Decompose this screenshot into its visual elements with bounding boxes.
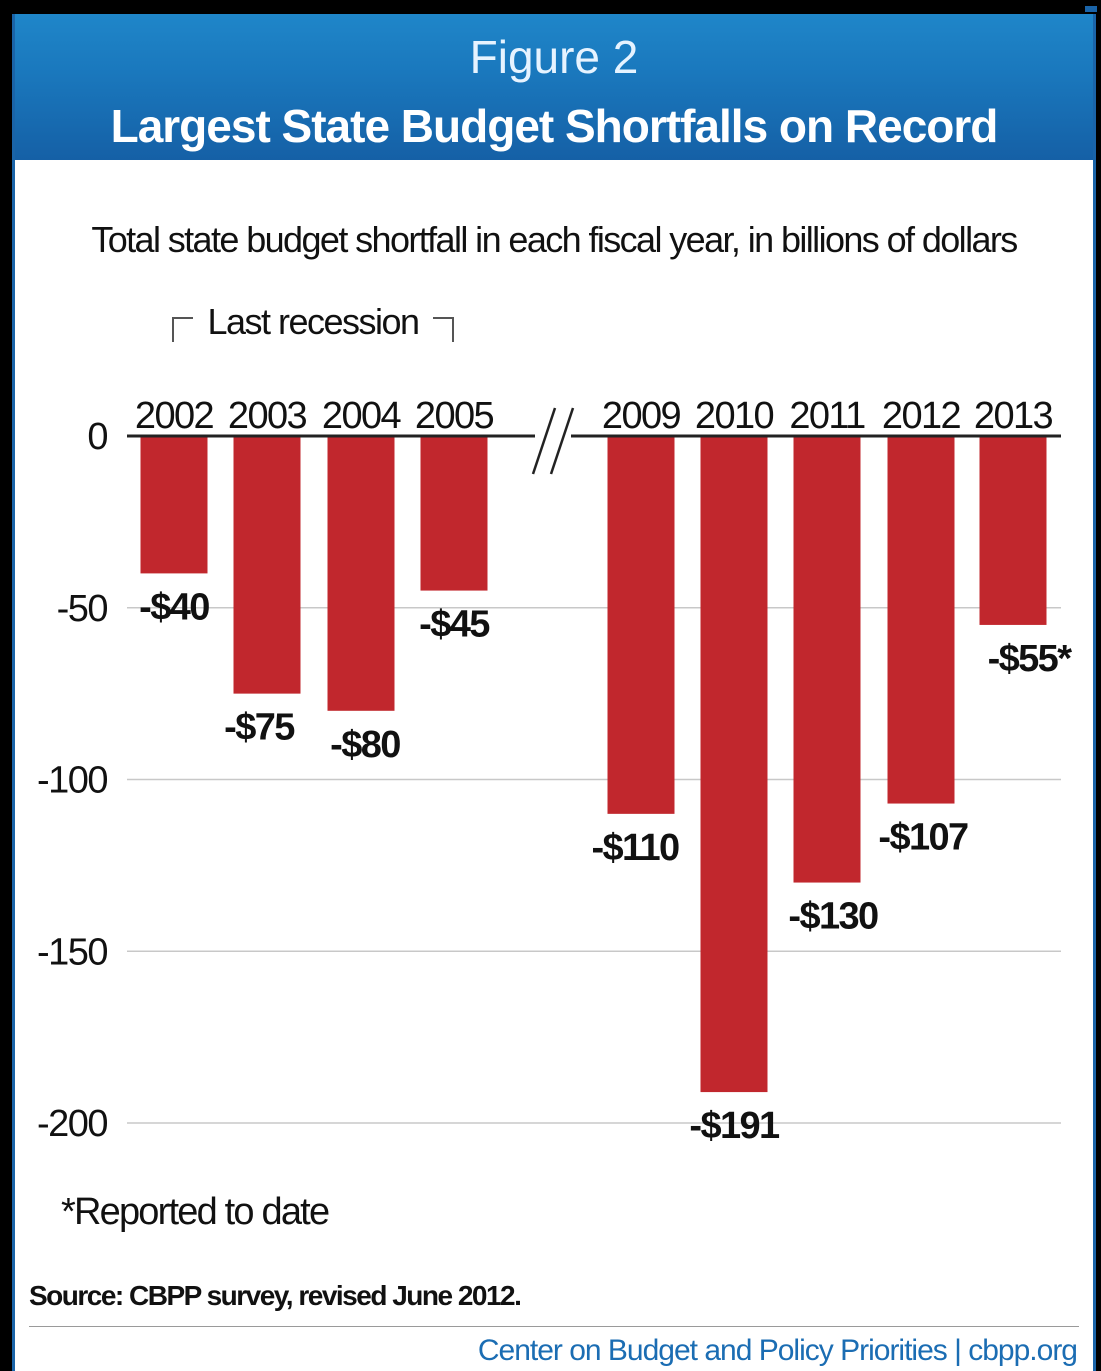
x-tick-label: 2013 <box>974 395 1053 437</box>
figure-label: Figure 2 <box>469 31 639 83</box>
bar-2013 <box>979 437 1047 625</box>
x-tick-label: 2011 <box>789 395 865 437</box>
recession-bracket: Last recession <box>172 301 454 342</box>
x-tick-label: 2003 <box>228 395 307 437</box>
y-tick-label: -150 <box>37 931 107 973</box>
chart-subtitle: Total state budget shortfall in each fis… <box>91 219 1017 260</box>
x-tick-label: 2009 <box>602 395 681 437</box>
y-axis: 0 -50 -100 -150 -200 <box>37 416 109 1145</box>
axis-break <box>531 407 575 475</box>
bracket-label: Last recession <box>207 301 418 342</box>
credit-link[interactable]: Center on Budget and Policy Priorities |… <box>477 1334 1078 1367</box>
x-tick-label: 2005 <box>415 395 494 437</box>
break-mark-left <box>531 407 557 475</box>
y-tick-label: 0 <box>87 416 107 458</box>
x-tick-label: 2002 <box>135 395 214 437</box>
y-tick-label: -50 <box>57 588 108 630</box>
data-label: -$130 <box>788 896 878 938</box>
data-label: -$191 <box>689 1105 780 1147</box>
x-tick-label: 2010 <box>695 395 774 437</box>
x-axis: 2002 2003 2004 2005 2009 2010 2011 2012 2013 <box>135 395 1054 437</box>
bar-2002 <box>140 437 208 574</box>
bar-2011 <box>793 437 861 883</box>
bracket-left-line <box>172 317 193 342</box>
bracket-right-line <box>433 317 454 342</box>
data-label: -$45 <box>419 604 490 646</box>
bar-2003 <box>233 437 301 694</box>
corner-mark <box>1085 6 1097 12</box>
data-labels: -$40 -$75 -$80 -$45 -$110 -$191 -$130-$107 -$55… <box>139 586 1074 1147</box>
bar-2005 <box>420 437 488 591</box>
bar-2012 <box>887 437 955 804</box>
y-tick-label: -100 <box>37 760 107 802</box>
source-note: Source: CBPP survey, revised June 2012. <box>29 1280 522 1311</box>
chart-title: Largest State Budget Shortfalls on Recor… <box>110 100 999 152</box>
figure-panel: Figure 2 Largest State Budget Shortfalls… <box>12 14 1096 1371</box>
bars <box>140 437 1047 1093</box>
break-mark-right <box>549 407 575 475</box>
data-label: -$107 <box>878 817 968 859</box>
data-label: -$40 <box>139 586 209 628</box>
footnote: *Reported to date <box>61 1191 329 1233</box>
y-tick-label: -200 <box>37 1103 107 1145</box>
data-label: -$110 <box>591 827 679 869</box>
x-tick-label: 2012 <box>882 395 961 437</box>
bar-2004 <box>327 437 395 711</box>
data-label: -$55* <box>988 638 1073 680</box>
data-label: -$80 <box>330 724 400 766</box>
x-tick-label: 2004 <box>322 395 402 437</box>
footer-divider <box>29 1326 1079 1327</box>
figure-header: Figure 2 Largest State Budget Shortfalls… <box>15 14 1093 160</box>
chart-area: Total state budget shortfall in each fis… <box>37 219 1074 1233</box>
bar-2010 <box>700 437 768 1093</box>
data-label: -$75 <box>224 707 295 749</box>
bar-2009 <box>607 437 675 814</box>
